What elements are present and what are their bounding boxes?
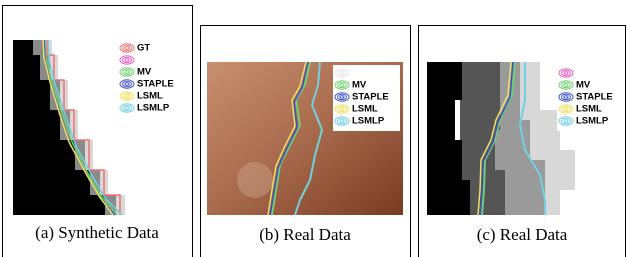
legend-label: LSML (576, 104, 602, 115)
legend-label: GT (137, 43, 150, 54)
caption: (a) Synthetic Data (35, 223, 159, 242)
legend-label: MV (352, 80, 367, 91)
legend-label: LSML (137, 91, 163, 102)
caption: (c) Real Data (477, 225, 568, 244)
legend-label: MV (137, 67, 152, 78)
caption: (b) Real Data (259, 225, 351, 244)
legend-label: STAPLE (137, 79, 174, 90)
legend-label: LSMLP (352, 116, 385, 127)
legend-label: MV (576, 80, 591, 91)
figure: (a) Synthetic DataGTMVSTAPLELSMLLSMLP(b)… (0, 0, 627, 257)
legend-label: STAPLE (352, 92, 389, 103)
legend-label: LSML (352, 104, 378, 115)
image-synthetic (13, 40, 133, 215)
legend-label: LSMLP (576, 116, 609, 127)
legend-label: STAPLE (576, 92, 613, 103)
legend-label: LSMLP (137, 103, 170, 114)
